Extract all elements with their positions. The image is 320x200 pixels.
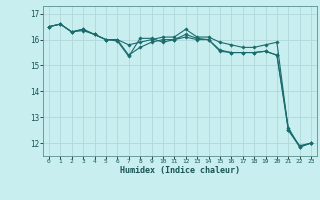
X-axis label: Humidex (Indice chaleur): Humidex (Indice chaleur) bbox=[120, 166, 240, 175]
